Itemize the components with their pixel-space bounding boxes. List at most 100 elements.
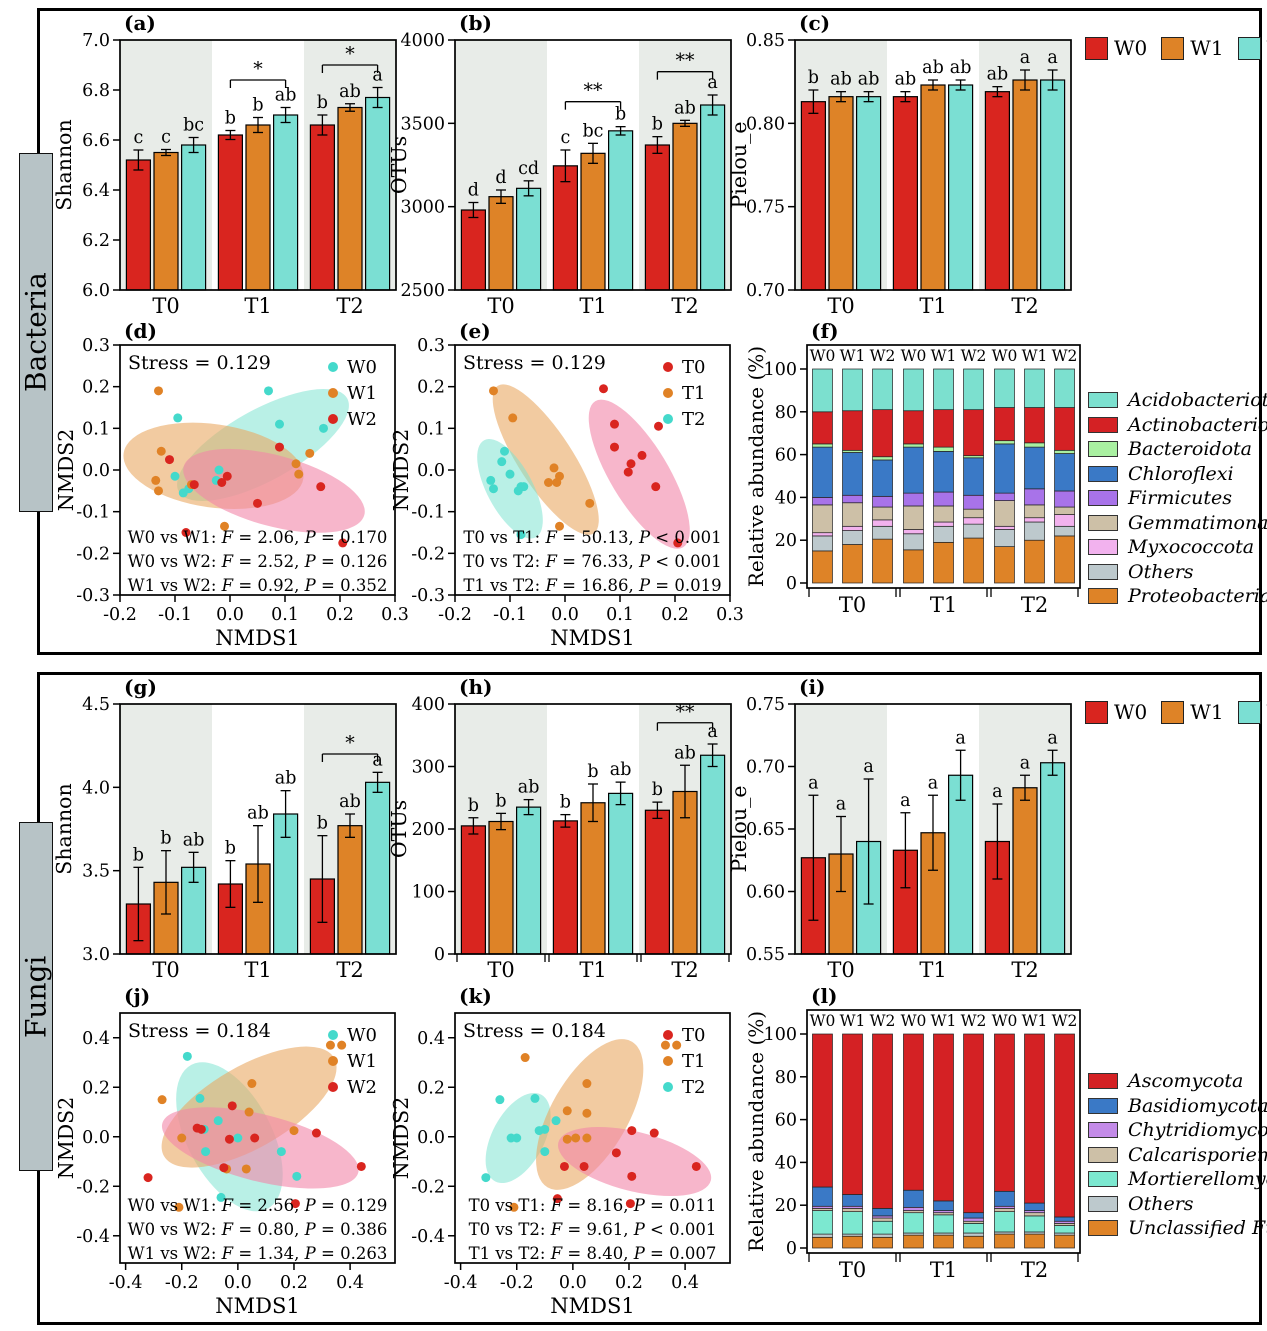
svg-text:W2: W2 xyxy=(347,1077,377,1098)
svg-text:-0.4: -0.4 xyxy=(411,1227,445,1247)
legend-swatch-icon xyxy=(1088,1195,1118,1212)
svg-text:a: a xyxy=(836,795,846,815)
svg-text:a: a xyxy=(928,773,938,793)
svg-text:W0 vs W1: F = 2.56, P = 0.129: W0 vs W1: F = 2.56, P = 0.129 xyxy=(128,1196,388,1215)
legend-item: Actinobacteriota xyxy=(1088,413,1267,436)
svg-text:0.4: 0.4 xyxy=(417,1029,445,1049)
svg-text:0.4: 0.4 xyxy=(671,1273,699,1293)
svg-text:3500: 3500 xyxy=(400,114,445,134)
svg-text:W0 vs W2: F = 2.52, P = 0.126: W0 vs W2: F = 2.52, P = 0.126 xyxy=(128,552,388,571)
svg-text:b: b xyxy=(560,793,571,813)
legend-label: Firmicutes xyxy=(1128,487,1232,510)
svg-text:W1: W1 xyxy=(347,383,377,404)
svg-text:b: b xyxy=(133,845,144,865)
svg-text:0.2: 0.2 xyxy=(417,1078,445,1098)
svg-text:W1 vs W2: F = 1.34, P = 0.263: W1 vs W2: F = 1.34, P = 0.263 xyxy=(128,1244,388,1263)
svg-text:T1: T1 xyxy=(579,294,606,318)
legend-item: W2 xyxy=(1237,36,1267,60)
svg-text:Stress = 0.184: Stress = 0.184 xyxy=(463,1020,606,1042)
svg-text:0.0: 0.0 xyxy=(551,605,579,625)
legend-item: Calcarisporiemycota xyxy=(1088,1144,1267,1166)
svg-text:W0: W0 xyxy=(810,1012,836,1030)
legend-label: Acidobacteriota xyxy=(1128,389,1267,412)
svg-text:b: b xyxy=(468,796,479,816)
svg-text:4000: 4000 xyxy=(400,31,445,51)
legend-label: Basidiomycota xyxy=(1128,1094,1267,1117)
bacteria-treatment-legend: W0 W1 W2 xyxy=(1085,36,1267,60)
legend-swatch-icon xyxy=(1088,392,1118,409)
svg-text:b: b xyxy=(317,93,328,113)
svg-text:a: a xyxy=(808,773,818,793)
svg-text:ab: ab xyxy=(275,86,297,106)
svg-text:a: a xyxy=(992,782,1002,802)
legend-swatch-icon xyxy=(1085,36,1108,60)
svg-text:0.2: 0.2 xyxy=(82,378,110,398)
legend-item: Unclassified Fungi xyxy=(1088,1217,1267,1239)
svg-text:-0.2: -0.2 xyxy=(76,1177,110,1197)
svg-text:Shannon: Shannon xyxy=(52,119,76,210)
svg-text:T0: T0 xyxy=(682,1025,705,1046)
svg-text:T0: T0 xyxy=(839,593,866,617)
svg-text:W0: W0 xyxy=(992,347,1018,365)
svg-text:T2: T2 xyxy=(682,1077,705,1098)
svg-text:W1: W1 xyxy=(931,1012,957,1030)
svg-text:0.2: 0.2 xyxy=(661,605,689,625)
svg-text:ab: ab xyxy=(275,769,297,789)
svg-text:3000: 3000 xyxy=(400,198,445,218)
svg-text:0.1: 0.1 xyxy=(82,419,110,439)
svg-text:60: 60 xyxy=(775,446,797,466)
legend-swatch-icon xyxy=(1088,539,1118,556)
svg-text:0.2: 0.2 xyxy=(417,378,445,398)
svg-text:b: b xyxy=(317,814,328,834)
svg-text:(k): (k) xyxy=(459,984,492,1008)
svg-text:W1: W1 xyxy=(1022,347,1048,365)
svg-text:6.4: 6.4 xyxy=(82,181,110,201)
svg-text:6.8: 6.8 xyxy=(82,81,110,101)
svg-text:*: * xyxy=(345,732,355,754)
legend-item: Chytridiomycota xyxy=(1088,1119,1267,1141)
svg-text:W2: W2 xyxy=(870,347,896,365)
legend-item: Others xyxy=(1088,561,1267,583)
svg-text:-0.1: -0.1 xyxy=(493,605,527,625)
svg-text:T1: T1 xyxy=(919,958,946,982)
svg-text:a: a xyxy=(900,791,910,811)
panel-j-nmds-fungi-water-chart: (j) Stress = 0.184 W0 W1 W2 W0 vs W1: F = 2.5… xyxy=(54,984,396,1318)
svg-text:T0 vs T1: F = 50.13, P < 0.001: T0 vs T1: F = 50.13, P < 0.001 xyxy=(463,528,721,547)
svg-text:0: 0 xyxy=(434,945,445,965)
svg-text:-0.2: -0.2 xyxy=(103,605,137,625)
legend-label: Actinobacteriota xyxy=(1128,413,1267,436)
svg-text:NMDS1: NMDS1 xyxy=(215,626,299,650)
svg-text:a: a xyxy=(372,66,382,86)
svg-text:T0: T0 xyxy=(839,1258,866,1282)
svg-text:b: b xyxy=(652,780,663,800)
svg-text:W0 vs W1: F = 2.06, P = 0.170: W0 vs W1: F = 2.06, P = 0.170 xyxy=(128,528,388,547)
legend-label: Others xyxy=(1128,1192,1194,1215)
legend-label: W1 xyxy=(1190,700,1224,724)
svg-text:4.5: 4.5 xyxy=(82,695,110,715)
svg-text:40: 40 xyxy=(775,1153,797,1173)
svg-text:T0: T0 xyxy=(152,294,179,318)
svg-text:W2: W2 xyxy=(1052,1012,1078,1030)
svg-text:bc: bc xyxy=(582,121,603,141)
svg-text:0.0: 0.0 xyxy=(224,1273,252,1293)
legend-swatch-icon xyxy=(1088,1097,1118,1114)
svg-text:T0: T0 xyxy=(827,958,854,982)
svg-text:(h): (h) xyxy=(459,675,492,699)
svg-text:T0 vs T2: F = 76.33, P < 0.001: T0 vs T2: F = 76.33, P < 0.001 xyxy=(463,552,721,571)
svg-text:T1: T1 xyxy=(682,1051,705,1072)
legend-swatch-icon xyxy=(1088,490,1118,507)
svg-text:NMDS2: NMDS2 xyxy=(54,1097,78,1179)
svg-text:0.2: 0.2 xyxy=(82,1078,110,1098)
svg-text:T1: T1 xyxy=(930,1258,957,1282)
svg-text:T2: T2 xyxy=(336,294,363,318)
svg-text:400: 400 xyxy=(412,695,445,715)
legend-item: Mortierellomycota xyxy=(1088,1168,1267,1190)
svg-text:ab: ab xyxy=(987,65,1009,85)
svg-text:T1: T1 xyxy=(682,383,705,404)
svg-text:20: 20 xyxy=(775,531,797,551)
svg-text:b: b xyxy=(808,68,819,88)
legend-swatch-icon xyxy=(1088,514,1118,531)
